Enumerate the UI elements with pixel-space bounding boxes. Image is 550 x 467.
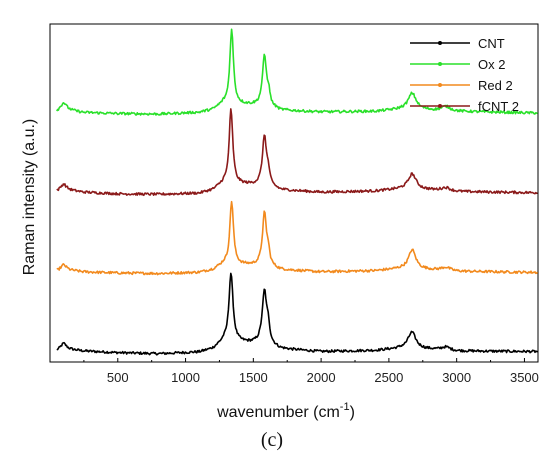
x-tick-label: 3000 <box>442 370 471 385</box>
series-layer <box>56 28 539 356</box>
x-tick-label: 2000 <box>307 370 336 385</box>
x-tick-label: 500 <box>107 370 129 385</box>
legend-label: Red 2 <box>478 78 513 93</box>
series-line-red-2 <box>56 200 539 276</box>
legend-marker <box>438 62 442 66</box>
figure-caption: (c) <box>261 429 283 451</box>
x-tick-label: 2500 <box>374 370 403 385</box>
series-line-fcnt-2 <box>56 108 538 197</box>
x-tick-label: 1500 <box>239 370 268 385</box>
x-tick-label: 3500 <box>510 370 539 385</box>
legend-marker <box>438 41 442 45</box>
x-axis-ticks: 500 1000 1500 2000 2500 3000 3500 <box>83 358 539 385</box>
legend-label: Ox 2 <box>478 57 505 72</box>
legend-marker <box>438 83 442 87</box>
legend-marker <box>438 104 442 108</box>
legend-label: CNT <box>478 36 505 51</box>
series-line-cnt <box>56 272 538 356</box>
series-line-ox-2 <box>56 28 538 116</box>
y-axis-title: Raman intensity (a.u.) <box>21 119 38 276</box>
plot-frame <box>49 23 539 363</box>
legend: CNT Ox 2 Red 2 fCNT 2 <box>410 36 519 114</box>
x-axis-title: wavenumber (cm-1) <box>216 401 355 421</box>
plot-area: 500 1000 1500 2000 2500 3000 3500 <box>49 23 539 385</box>
x-tick-label: 1000 <box>171 370 200 385</box>
x-axis-title-superscript: -1 <box>340 401 350 413</box>
legend-label: fCNT 2 <box>478 99 519 114</box>
